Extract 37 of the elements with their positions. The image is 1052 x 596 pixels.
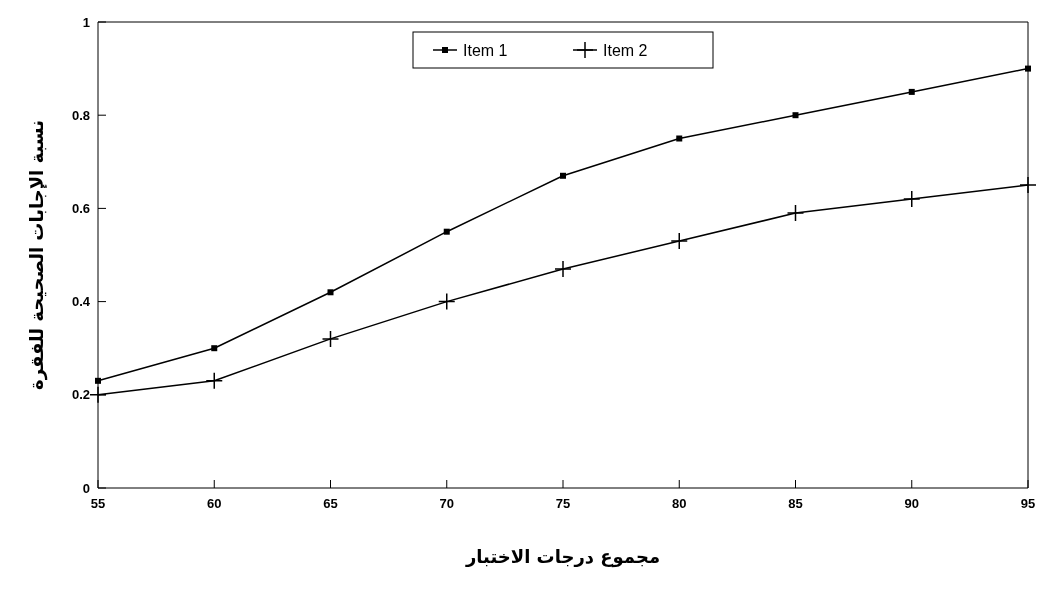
legend-label: Item 2 bbox=[603, 41, 648, 59]
x-tick-label: 70 bbox=[439, 496, 454, 511]
x-tick-label: 75 bbox=[555, 496, 571, 511]
point bbox=[1025, 65, 1031, 72]
x-tick-label: 80 bbox=[672, 496, 687, 511]
x-tick-label: 65 bbox=[323, 496, 338, 511]
x-tick-label: 55 bbox=[90, 496, 106, 511]
point bbox=[321, 330, 340, 348]
point bbox=[908, 88, 915, 95]
y-tick-label: 0 bbox=[82, 480, 90, 496]
point bbox=[676, 135, 683, 142]
y-tick-label: 0.8 bbox=[71, 107, 90, 123]
x-axis-title: مجموع درجات الاختبار bbox=[464, 546, 661, 568]
point bbox=[786, 204, 805, 222]
point bbox=[554, 260, 572, 278]
x-tick-label: 95 bbox=[1020, 496, 1036, 511]
point bbox=[95, 377, 101, 384]
y-tick-label: 1 bbox=[82, 14, 90, 30]
point bbox=[327, 289, 334, 296]
x-tick-label: 85 bbox=[788, 496, 803, 511]
y-tick-label: 0.2 bbox=[71, 387, 90, 403]
legend-label: Item 1 bbox=[463, 41, 508, 59]
point bbox=[205, 372, 223, 390]
point bbox=[670, 232, 688, 250]
x-tick-label: 60 bbox=[207, 496, 222, 511]
point bbox=[903, 190, 921, 208]
point bbox=[1019, 176, 1037, 194]
point bbox=[792, 112, 799, 119]
point bbox=[211, 345, 218, 352]
y-tick-label: 0.6 bbox=[71, 200, 90, 216]
y-tick-label: 0.4 bbox=[71, 294, 91, 310]
y-axis-title: نسبة الإجابات الصحيحة للفقرة bbox=[26, 120, 48, 390]
x-tick-label: 90 bbox=[904, 496, 919, 511]
point bbox=[438, 292, 456, 311]
point bbox=[89, 386, 107, 404]
point bbox=[443, 228, 450, 235]
point bbox=[560, 172, 566, 179]
